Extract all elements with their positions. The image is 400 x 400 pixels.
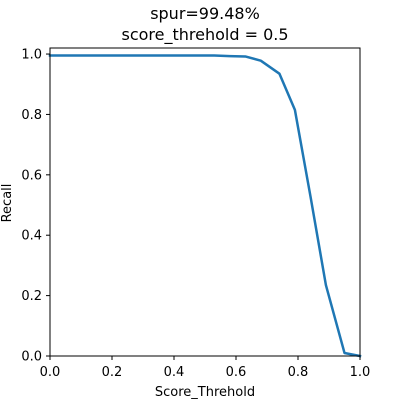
y-axis-ticks: 0.0 0.2 0.4 0.6 0.8 1.0 — [21, 48, 50, 365]
x-tick-label: 0.6 — [226, 365, 247, 380]
y-tick-label: 0.0 — [21, 350, 42, 365]
x-tick-label: 1.0 — [350, 365, 371, 380]
y-tick-label: 0.6 — [21, 168, 42, 183]
x-tick-label: 0.4 — [164, 365, 185, 380]
x-axis-label: Score_Threhold — [155, 385, 255, 400]
y-tick-label: 0.4 — [21, 229, 42, 244]
x-tick-label: 0.8 — [288, 365, 309, 380]
plot-frame — [49, 47, 361, 357]
x-tick-label: 0.0 — [40, 365, 61, 380]
y-tick-label: 0.8 — [21, 108, 42, 123]
y-tick-label: 1.0 — [21, 48, 42, 63]
x-tick-label: 0.2 — [102, 365, 123, 380]
chart-title-line2: score_threhold = 0.5 — [121, 25, 288, 45]
plot-area — [48, 54, 362, 358]
recall-series-line — [48, 54, 362, 358]
x-axis-ticks: 0.0 0.2 0.4 0.6 0.8 1.0 — [40, 356, 371, 380]
chart-title-line1: spur=99.48% — [150, 4, 260, 23]
y-tick-label: 0.2 — [21, 289, 42, 304]
y-axis-label: Recall — [0, 184, 15, 223]
